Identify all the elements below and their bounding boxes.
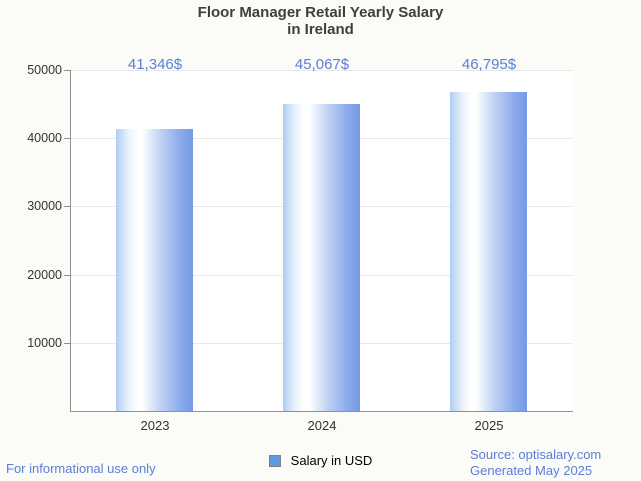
disclaimer-text: For informational use only — [6, 461, 156, 476]
chart-title: Floor Manager Retail Yearly Salary in Ir… — [0, 4, 641, 38]
bar-value-label: 45,067$ — [294, 56, 350, 73]
y-tickmark-50000 — [64, 70, 70, 71]
y-tickmark-10000 — [64, 343, 70, 344]
bar-value-label: 46,795$ — [461, 56, 517, 73]
y-tickmark-30000 — [64, 206, 70, 207]
y-axis-line — [70, 70, 71, 412]
x-tick-label: 2024 — [307, 418, 337, 433]
x-tick-label: 2025 — [474, 418, 504, 433]
y-tick-label: 20000 — [27, 268, 62, 282]
bar-value-label: 41,346$ — [127, 56, 183, 73]
y-tickmark-20000 — [64, 275, 70, 276]
y-tick-label: 40000 — [27, 131, 62, 145]
y-tick-label: 10000 — [27, 336, 62, 350]
source-text: Source: optisalary.com — [470, 447, 602, 462]
bar-2024 — [283, 104, 360, 411]
y-tickmark-40000 — [64, 138, 70, 139]
y-tick-label: 50000 — [27, 63, 62, 77]
gridline-50000 — [71, 70, 572, 71]
bar-2025 — [450, 92, 527, 411]
generated-text: Generated May 2025 — [470, 462, 593, 478]
legend: Salary in USD — [0, 453, 641, 468]
chart-title-line2: in Ireland — [287, 21, 354, 38]
bar-2023 — [116, 129, 193, 411]
legend-label[interactable]: Salary in USD — [290, 453, 373, 468]
chart-title-line1: Floor Manager Retail Yearly Salary — [197, 4, 444, 21]
x-tick-label: 2023 — [140, 418, 170, 433]
x-axis-line — [70, 411, 573, 412]
source-note: Source: optisalary.com Generated May 202… — [470, 447, 601, 478]
y-tick-label: 30000 — [27, 199, 62, 213]
legend-marker-icon[interactable] — [268, 454, 281, 467]
